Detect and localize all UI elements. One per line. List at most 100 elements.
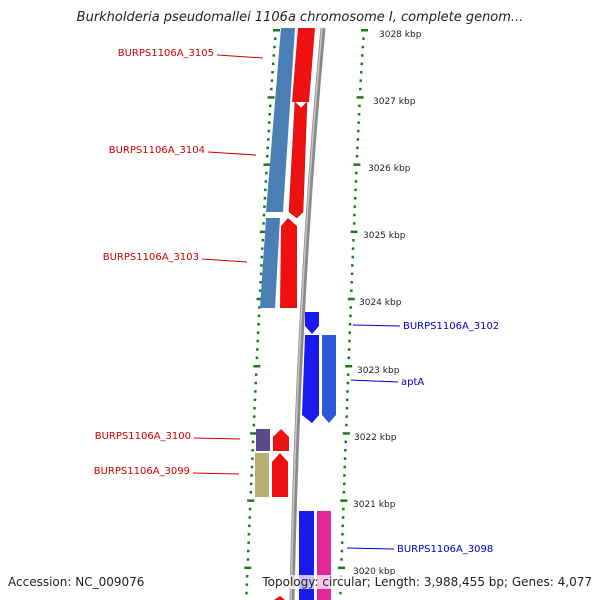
tick-mark-left — [259, 230, 267, 234]
tick-mark-left — [268, 121, 271, 124]
tick-mark-right — [351, 264, 354, 267]
cds-red-3105[interactable] — [292, 28, 315, 102]
leader-line-3100 — [193, 437, 241, 440]
tick-mark-left — [257, 314, 261, 318]
cds-red-3104[interactable] — [288, 101, 308, 219]
tick-mark-right — [349, 306, 352, 309]
tick-mark-right — [347, 348, 351, 351]
cds-red-3099[interactable] — [272, 453, 288, 497]
tick-mark-left — [266, 146, 269, 150]
tick-mark-right — [361, 54, 364, 57]
tick-mark-left — [254, 381, 257, 385]
tick-mark-left — [252, 423, 256, 427]
gene-label-3105[interactable]: BURPS1106A_3105 — [118, 48, 214, 59]
tick-mark-left — [257, 323, 260, 326]
cds-red-bottom[interactable] — [274, 596, 285, 600]
tick-mark-right — [353, 197, 357, 200]
tick-mark-left — [262, 213, 266, 217]
cds-blue-3102[interactable] — [305, 312, 319, 334]
tick-mark-left — [268, 113, 271, 116]
tick-mark-right — [348, 323, 352, 326]
tick-mark-right — [357, 113, 361, 116]
tick-mark-right — [350, 272, 354, 276]
leader-line-3099 — [192, 472, 240, 475]
tick-mark-left — [270, 79, 274, 82]
tick-mark-right — [360, 62, 363, 66]
scale-label-3026: 3026 kbp — [368, 164, 411, 174]
tick-mark-left — [271, 71, 274, 74]
gene-label-apta[interactable]: aptA — [401, 377, 424, 388]
tick-mark-right — [341, 524, 344, 528]
tick-mark-right — [360, 71, 363, 74]
tick-mark-right — [350, 281, 353, 284]
gene-label-3104[interactable]: BURPS1106A_3104 — [109, 145, 205, 156]
tick-mark-right — [346, 373, 350, 376]
tick-mark-right — [356, 96, 364, 99]
cds-steel-blue-3103[interactable] — [260, 218, 280, 308]
tick-mark-right — [356, 138, 360, 141]
gene-label-3098[interactable]: BURPS1106A_3098 — [397, 544, 493, 555]
tick-mark-right — [350, 289, 353, 292]
gene-label-3102[interactable]: BURPS1106A_3102 — [403, 321, 499, 332]
gene-label-3103[interactable]: BURPS1106A_3103 — [103, 252, 199, 263]
tick-mark-left — [256, 331, 260, 334]
tick-mark-right — [342, 491, 346, 494]
scale-label-3028: 3028 kbp — [379, 30, 422, 40]
tick-mark-left — [273, 45, 276, 49]
gene-label-3100[interactable]: BURPS1106A_3100 — [95, 431, 191, 442]
cds-purple-3100[interactable] — [256, 429, 270, 451]
tick-mark-right — [343, 465, 346, 469]
tick-mark-right — [343, 474, 346, 477]
tick-mark-right — [359, 79, 362, 82]
tick-mark-left — [262, 222, 265, 225]
scale-label-3024: 3024 kbp — [359, 298, 402, 308]
scale-label-3022: 3022 kbp — [354, 433, 397, 443]
tick-mark-left — [264, 180, 268, 183]
tick-mark-right — [357, 129, 360, 133]
cds-steel-blue-3105-3104[interactable] — [266, 28, 295, 212]
tick-mark-right — [345, 407, 349, 410]
tick-mark-left — [255, 356, 259, 360]
tick-mark-left — [267, 129, 270, 133]
tick-mark-left — [263, 205, 266, 208]
tick-mark-right — [347, 297, 355, 301]
cds-red-3100[interactable] — [273, 429, 289, 451]
tick-mark-right — [345, 423, 348, 427]
gene-label-3099[interactable]: BURPS1106A_3099 — [94, 466, 190, 477]
tick-mark-left — [244, 566, 252, 570]
tick-mark-left — [249, 482, 253, 486]
tick-mark-left — [249, 491, 253, 494]
tick-mark-left — [263, 197, 267, 200]
tick-mark-right — [361, 45, 365, 49]
tick-mark-right — [352, 239, 355, 242]
tick-mark-right — [338, 566, 345, 570]
tick-mark-left — [247, 549, 250, 553]
tick-mark-left — [256, 297, 264, 301]
tick-mark-left — [247, 533, 251, 536]
chromosome-backbone-highlight — [290, 27, 323, 600]
scale-label-3027: 3027 kbp — [373, 97, 416, 107]
tick-mark-left — [245, 591, 248, 595]
tick-mark-left — [264, 188, 267, 192]
accession-text: Accession: NC_009076 — [8, 575, 145, 589]
cds-light-blue-apta[interactable] — [322, 335, 336, 423]
cds-olive-3099[interactable] — [255, 453, 269, 497]
leader-line-3098 — [346, 547, 395, 550]
tick-mark-left — [248, 507, 252, 511]
cds-blue-apta[interactable] — [302, 335, 319, 423]
scale-label-3025: 3025 kbp — [363, 231, 406, 241]
tick-mark-left — [274, 37, 277, 40]
tick-mark-left — [259, 272, 263, 276]
tick-mark-right — [343, 482, 346, 486]
tick-mark-right — [356, 146, 359, 150]
tick-mark-left — [256, 339, 259, 343]
tick-mark-left — [273, 29, 280, 32]
outer-tick-ring-left — [244, 29, 280, 595]
tick-mark-left — [250, 465, 254, 469]
tick-mark-left — [254, 390, 257, 393]
tick-mark-left — [253, 365, 261, 368]
tick-mark-left — [272, 54, 275, 57]
tick-mark-left — [263, 163, 271, 166]
tick-mark-left — [261, 239, 264, 242]
cds-red-3103[interactable] — [280, 218, 297, 308]
